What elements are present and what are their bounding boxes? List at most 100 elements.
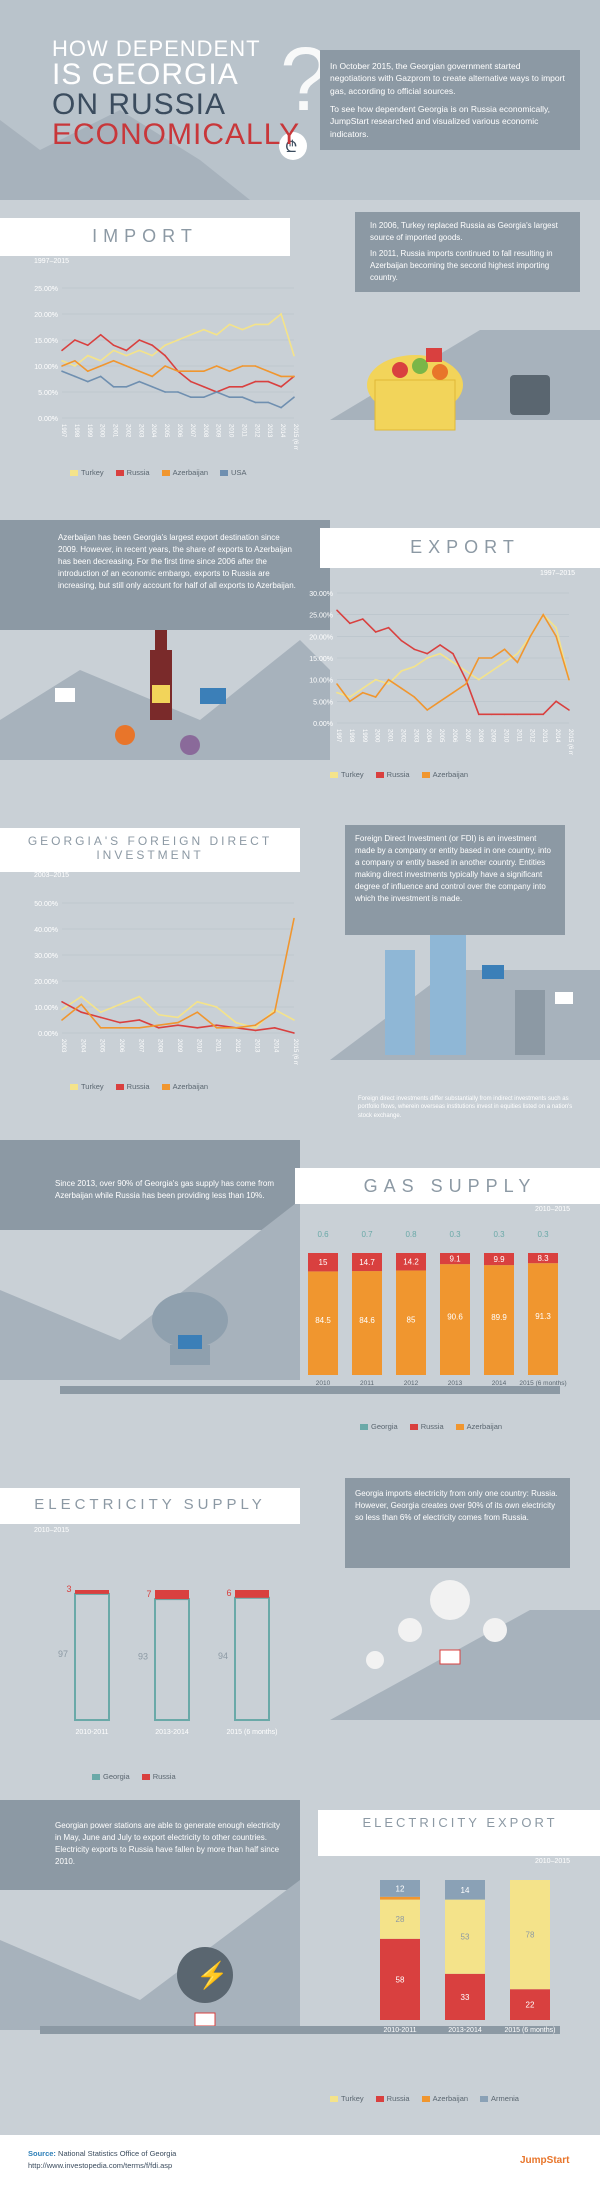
bar-russia	[352, 1253, 382, 1272]
data-point	[99, 1027, 102, 1029]
export-chart: 0.00% 5.00% 10.00% 15.00% 20.00% 25.00% 30.00%…	[309, 591, 573, 755]
y-tick-label: 40.00%	[34, 927, 58, 934]
import-period: 1997–2015	[34, 258, 70, 265]
x-tick-label: 2014	[492, 1380, 507, 1387]
data-point	[157, 1014, 160, 1016]
data-label: 58	[396, 1975, 405, 1984]
data-point	[190, 380, 192, 383]
x-tick-label: 2013	[448, 1380, 463, 1387]
x-tick-label: 2003	[137, 424, 143, 438]
data-point	[280, 313, 282, 315]
data-point	[99, 365, 102, 367]
export-decor	[0, 520, 330, 760]
data-label: 3	[66, 1584, 71, 1594]
data-point	[254, 323, 257, 326]
title-line-2: IS GEORGIA	[52, 58, 239, 91]
data-label: 0.6	[317, 1230, 329, 1239]
y-tick-label: 10.00%	[34, 1005, 58, 1012]
data-point	[228, 370, 231, 372]
x-tick-label: 2001	[112, 424, 118, 438]
x-tick-label: 2005	[438, 729, 444, 743]
legend-turkey: Turkey	[330, 770, 364, 779]
data-point	[349, 696, 351, 698]
electricity-chart: 97 3 2010-2011 93 7 2013-2014 94 6 2015 (6 month…	[58, 1584, 278, 1736]
gas-period: 2010–2015	[535, 1206, 571, 1213]
elexport-period: 2010–2015	[535, 1858, 571, 1865]
data-label: 28	[396, 1915, 405, 1924]
data-point	[267, 401, 270, 404]
data-point	[400, 670, 403, 672]
data-point	[86, 370, 89, 372]
data-point	[74, 339, 76, 341]
data-point	[516, 661, 519, 664]
data-label: 94	[218, 1651, 228, 1661]
data-point	[61, 365, 63, 367]
legend-russia: Russia	[375, 2094, 410, 2103]
data-label: 0.7	[361, 1230, 373, 1239]
data-point	[138, 380, 141, 383]
data-point	[439, 652, 441, 655]
x-tick-label: 2008	[202, 424, 208, 438]
x-tick-label: 1998	[348, 729, 354, 743]
data-point	[439, 644, 441, 646]
data-point	[99, 1016, 102, 1019]
data-point	[400, 687, 403, 690]
data-label: 84.5	[315, 1316, 331, 1325]
x-tick-label: 2009	[490, 729, 496, 743]
data-point	[361, 618, 364, 620]
electricity-title-panel	[0, 1488, 300, 1524]
data-point	[374, 678, 377, 681]
data-point	[80, 995, 83, 998]
data-point	[267, 380, 270, 383]
data-point	[241, 365, 244, 367]
gas-note: Since 2013, over 90% of Georgia's gas su…	[55, 1179, 274, 1200]
data-point	[293, 1019, 295, 1021]
data-point	[228, 323, 231, 326]
title-line-3: ON RUSSIA	[52, 88, 227, 121]
data-point	[196, 1011, 199, 1013]
x-tick-label: 2005	[163, 424, 169, 438]
legend-russia: Russia	[115, 468, 150, 477]
data-point	[490, 713, 493, 716]
data-point	[413, 665, 416, 668]
bar-russia	[308, 1253, 338, 1272]
data-point	[336, 691, 338, 694]
x-tick-label: 2010	[228, 424, 234, 438]
y-tick-label: 20.00%	[34, 312, 58, 319]
data-point	[177, 339, 179, 341]
data-point	[164, 354, 166, 357]
bar-turkey	[510, 1880, 550, 1990]
data-point	[490, 670, 493, 672]
data-point	[61, 360, 63, 362]
data-point	[241, 396, 244, 398]
data-point	[196, 1001, 199, 1003]
y-tick-label: 20.00%	[34, 979, 58, 986]
data-point	[426, 657, 429, 659]
data-point	[86, 354, 89, 357]
data-label: 9.9	[493, 1255, 505, 1264]
data-point	[215, 391, 218, 393]
data-point	[228, 386, 231, 388]
data-point	[254, 380, 257, 383]
x-tick-label: 2010	[503, 729, 509, 743]
elexport-note: Georgian power stations are able to gene…	[55, 1821, 281, 1866]
legend-azerbaijan: Azerbaijan	[421, 770, 468, 779]
data-point	[80, 1011, 83, 1013]
x-tick-label: 1999	[86, 424, 92, 438]
data-point	[254, 401, 257, 404]
legend-russia: Russia	[375, 770, 410, 779]
data-point	[439, 700, 441, 703]
import-note: In 2006, Turkey replaced Russia as Georg…	[370, 220, 570, 288]
series-line-azerbaijan	[61, 918, 295, 1029]
data-label: 93	[138, 1652, 148, 1662]
source-2[interactable]: http://www.investopedia.com/terms/f/fdi.…	[28, 2161, 173, 2170]
source-1: National Statistics Office of Georgia	[58, 2149, 177, 2158]
footer	[0, 2135, 600, 2191]
data-label: 84.6	[359, 1316, 375, 1325]
data-point	[177, 391, 179, 393]
legend-turkey: Turkey	[330, 2094, 364, 2103]
intro-panel	[320, 50, 580, 150]
y-tick-label: 25.00%	[34, 286, 58, 293]
gas-legend: Georgia Russia Azerbaijan	[360, 1422, 502, 1431]
bar-turkey	[445, 1899, 485, 1974]
